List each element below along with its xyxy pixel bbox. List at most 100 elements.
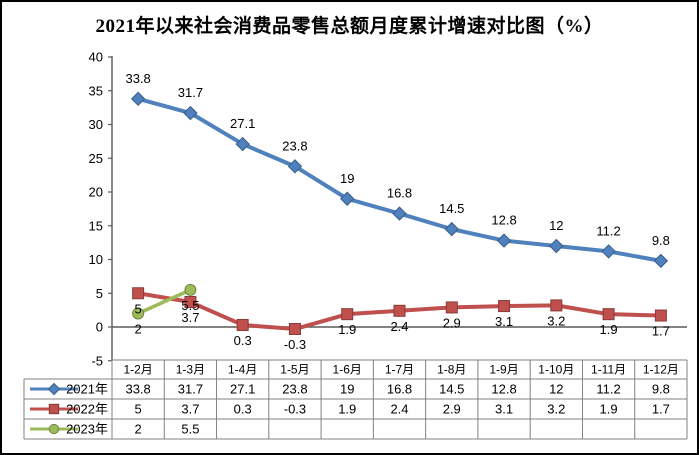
- table-cell-value: 3.1: [495, 402, 513, 417]
- table-cell-value: 33.8: [125, 382, 150, 397]
- category-label: 1-11月: [591, 363, 626, 377]
- table-cell-value: 3.7: [181, 402, 199, 417]
- data-point-0: [183, 105, 198, 121]
- data-label-0: 9.8: [652, 233, 670, 248]
- data-point-1: [602, 308, 615, 321]
- category-label: 1-3月: [176, 363, 205, 377]
- table-cell-value: 3.2: [547, 402, 565, 417]
- data-label-1: 0.3: [234, 333, 252, 348]
- data-point-1: [393, 304, 406, 317]
- data-point-0: [340, 191, 355, 206]
- data-point-1: [288, 323, 301, 336]
- table-cell-value: 11.2: [596, 382, 620, 397]
- data-point-1: [550, 299, 563, 312]
- table-cell-value: 1.7: [652, 402, 670, 417]
- legend-marker-0: [47, 382, 61, 396]
- data-label-1: 3.1: [495, 314, 513, 329]
- legend-marker-2: [48, 423, 60, 435]
- series-line-0: [137, 96, 662, 263]
- y-axis-tick-label: 20: [89, 185, 103, 200]
- data-label-1: 2.9: [443, 315, 461, 330]
- y-axis-tick-label: 25: [89, 151, 103, 166]
- data-point-1: [498, 300, 511, 313]
- data-point-0: [496, 233, 512, 248]
- table-cell-value: 14.5: [439, 382, 464, 397]
- data-label-2: 5.5: [181, 298, 199, 313]
- table-cell-value: 16.8: [387, 382, 412, 397]
- data-point-1: [236, 318, 249, 331]
- data-point-2: [184, 283, 197, 296]
- category-label: 1-8月: [437, 363, 466, 377]
- data-label-0: 23.8: [282, 138, 307, 153]
- y-axis-tick-label: 0: [96, 320, 103, 335]
- table-cell-value: 1.9: [338, 402, 356, 417]
- data-label-1: 5: [135, 301, 142, 316]
- legend-label-2: 2023年: [66, 422, 108, 437]
- legend-marker-1: [48, 403, 60, 415]
- data-point-1: [654, 309, 667, 322]
- y-axis-tick-label: 35: [89, 83, 103, 98]
- data-label-0: 12.8: [491, 213, 516, 228]
- data-point-1: [184, 296, 197, 309]
- legend-label-1: 2022年: [66, 402, 108, 417]
- category-label: 1-4月: [228, 363, 257, 377]
- table-cell-value: 9.8: [652, 382, 670, 397]
- category-label: 1-7月: [385, 363, 414, 377]
- data-point-2: [132, 307, 145, 320]
- data-label-0: 27.1: [230, 116, 255, 131]
- data-point-0: [601, 244, 616, 259]
- data-label-0: 16.8: [387, 186, 412, 201]
- data-label-0: 31.7: [178, 85, 203, 100]
- category-label: 1-6月: [333, 363, 362, 377]
- data-label-0: 14.5: [439, 201, 464, 216]
- table-cell-value: 12: [549, 382, 563, 397]
- table-cell-value: 27.1: [230, 382, 255, 397]
- category-label: 1-12月: [643, 363, 679, 377]
- data-label-0: 11.2: [596, 223, 620, 238]
- data-label-0: 33.8: [125, 71, 150, 86]
- table-cell-value: 23.8: [282, 382, 307, 397]
- data-label-1: -0.3: [284, 337, 306, 352]
- data-label-0: 19: [340, 171, 354, 186]
- y-axis-tick-label: 15: [89, 218, 103, 233]
- data-point-0: [235, 136, 250, 152]
- data-label-1: 1.9: [338, 322, 356, 337]
- chart-title: 2021年以来社会消费品零售总额月度累计增速对比图（%）: [95, 16, 604, 37]
- data-point-1: [132, 287, 145, 300]
- table-cell-value: 0.3: [234, 402, 252, 417]
- data-label-1: 3.2: [547, 313, 565, 328]
- data-label-1: 1.9: [600, 322, 618, 337]
- y-axis-tick-label: 10: [89, 252, 103, 267]
- table-cell-value: 12.8: [491, 382, 516, 397]
- table-cell-value: 2: [135, 422, 142, 437]
- table-cell-value: 5: [135, 402, 142, 417]
- data-point-1: [341, 308, 354, 321]
- data-point-0: [653, 253, 669, 269]
- category-label: 1-9月: [489, 363, 518, 377]
- y-axis-tick-label: -5: [91, 353, 103, 368]
- series-line-2: [137, 288, 192, 316]
- data-label-2: 2: [135, 322, 142, 337]
- category-label: 1-10月: [538, 363, 574, 377]
- data-label-1: 3.7: [181, 310, 199, 325]
- legend-label-0: 2021年: [66, 382, 108, 397]
- table-cell-value: 5.5: [181, 422, 199, 437]
- table-cell-value: 2.9: [443, 402, 461, 417]
- data-point-0: [287, 159, 303, 174]
- y-axis-tick-label: 30: [89, 117, 103, 132]
- data-point-0: [392, 206, 407, 221]
- table-cell-value: 31.7: [178, 382, 203, 397]
- data-point-0: [549, 238, 564, 254]
- category-label: 1-5月: [280, 363, 309, 377]
- data-point-1: [445, 301, 458, 314]
- table-cell-value: 1.9: [600, 402, 618, 417]
- data-point-0: [444, 221, 459, 237]
- table-cell-value: -0.3: [284, 402, 306, 417]
- data-label-1: 2.4: [390, 319, 408, 334]
- table-cell-value: 19: [340, 382, 354, 397]
- y-axis-tick-label: 40: [89, 50, 103, 65]
- y-axis-tick-label: 5: [96, 286, 103, 301]
- data-point-0: [130, 91, 146, 107]
